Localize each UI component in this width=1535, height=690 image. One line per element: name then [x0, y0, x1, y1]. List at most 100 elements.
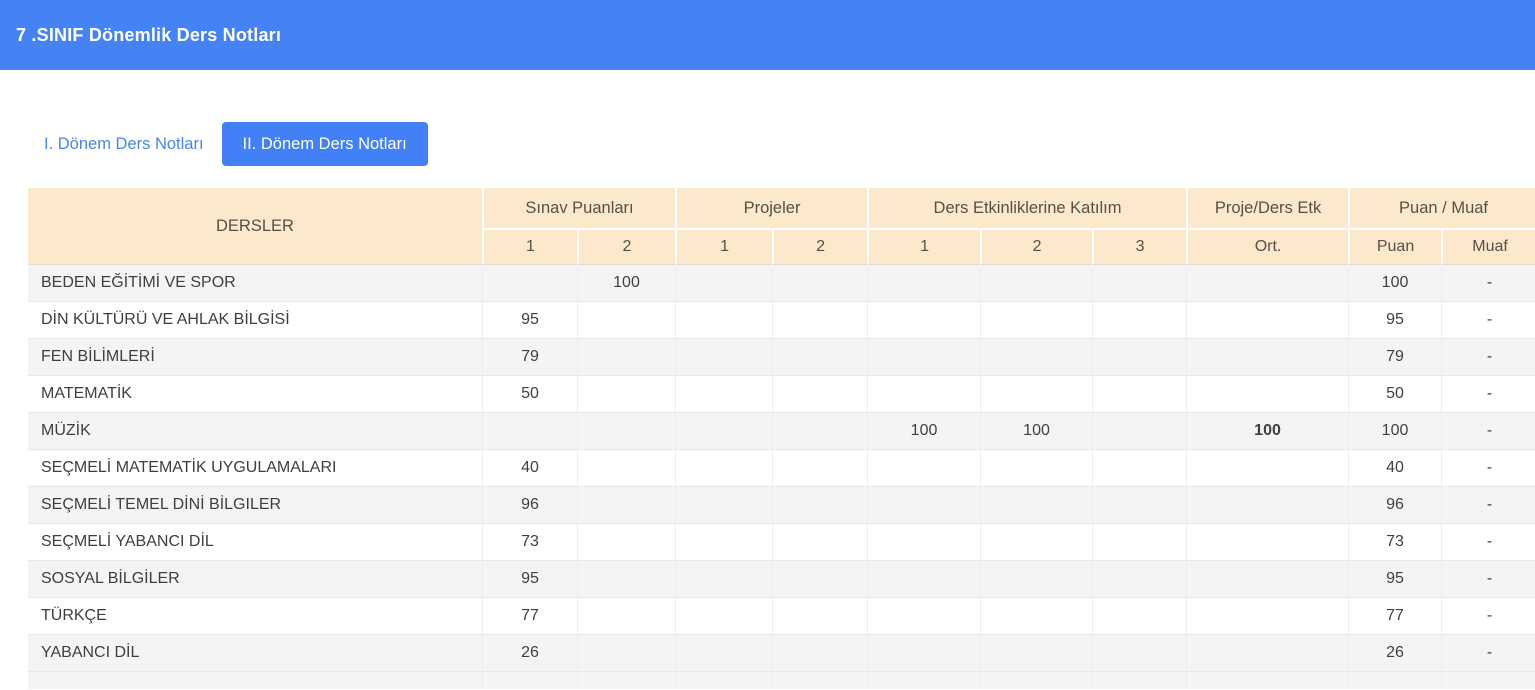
subcolumn-muaf: Muaf [1441, 228, 1535, 265]
grade-cell [867, 487, 981, 524]
grade-cell [980, 524, 1093, 561]
grade-cell [675, 598, 773, 635]
grade-cell [772, 598, 868, 635]
grade-cell: - [1441, 413, 1535, 450]
grade-cell [772, 487, 868, 524]
grade-cell: - [1441, 450, 1535, 487]
table-row: YABANCI DİL 26 26- [28, 635, 1535, 672]
grade-cell [675, 672, 773, 689]
column-group-puan-muaf: Puan / Muaf [1348, 188, 1535, 228]
grade-cell: - [1441, 561, 1535, 598]
grade-cell [867, 450, 981, 487]
grade-cell [675, 487, 773, 524]
table-header: DERSLER Sınav Puanları Projeler Ders Etk… [28, 188, 1535, 265]
grade-cell: 26 [1348, 635, 1442, 672]
grade-cell [1092, 302, 1187, 339]
grade-cell [675, 413, 773, 450]
grade-cell [675, 265, 773, 302]
grade-cell: 95 [482, 561, 577, 598]
grade-cell [577, 302, 676, 339]
grade-cell [772, 339, 868, 376]
grade-cell [867, 265, 981, 302]
grade-cell [772, 413, 868, 450]
grade-cell: 100 [577, 265, 676, 302]
tab-bar: I. Dönem Ders Notları II. Dönem Ders Not… [28, 122, 1535, 166]
table-row [28, 672, 1535, 689]
grade-cell [675, 302, 773, 339]
grade-cell [1186, 524, 1349, 561]
grade-cell [980, 672, 1093, 689]
grade-cell: - [1441, 265, 1535, 302]
grade-cell [772, 376, 868, 413]
table-row: MÜZİK 100 100 100 100- [28, 413, 1535, 450]
course-name-cell: YABANCI DİL [28, 635, 482, 672]
grade-cell: 100 [980, 413, 1093, 450]
grade-cell: 40 [482, 450, 577, 487]
grade-cell [1186, 635, 1349, 672]
grade-cell [675, 524, 773, 561]
grade-cell [980, 635, 1093, 672]
grade-cell [577, 339, 676, 376]
page-title: 7 .SINIF Dönemlik Ders Notları [16, 24, 282, 45]
grade-cell: - [1441, 635, 1535, 672]
grade-cell [772, 450, 868, 487]
course-name-cell: SOSYAL BİLGİLER [28, 561, 482, 598]
grade-cell [867, 339, 981, 376]
table-row: SEÇMELİ MATEMATİK UYGULAMALARI 40 40- [28, 450, 1535, 487]
course-name-cell: SEÇMELİ MATEMATİK UYGULAMALARI [28, 450, 482, 487]
tab-donem-2[interactable]: II. Dönem Ders Notları [221, 122, 428, 166]
table-body: BEDEN EĞİTİMİ VE SPOR 100 100- DİN KÜLTÜRÜ … [28, 265, 1535, 689]
grade-cell [1092, 635, 1187, 672]
subcolumn-proje-2: 2 [772, 228, 868, 265]
grade-cell [772, 265, 868, 302]
grade-cell: 50 [1348, 376, 1442, 413]
grade-cell: - [1441, 339, 1535, 376]
grade-cell [980, 598, 1093, 635]
table-row: FEN BİLİMLERİ 79 79- [28, 339, 1535, 376]
grade-cell [1186, 487, 1349, 524]
grade-cell [482, 265, 577, 302]
column-group-sinav-puanlari: Sınav Puanları [482, 188, 676, 228]
grade-cell [980, 450, 1093, 487]
grade-cell: - [1441, 487, 1535, 524]
grade-cell: - [1441, 598, 1535, 635]
grades-table-container: DERSLER Sınav Puanları Projeler Ders Etk… [28, 188, 1535, 689]
subcolumn-katilim-2: 2 [980, 228, 1093, 265]
grade-cell [1092, 598, 1187, 635]
grade-cell [867, 598, 981, 635]
grade-cell [675, 339, 773, 376]
grade-cell [980, 265, 1093, 302]
grade-cell [577, 376, 676, 413]
grades-table: DERSLER Sınav Puanları Projeler Ders Etk… [28, 188, 1535, 689]
grade-cell: 79 [482, 339, 577, 376]
grade-cell [1092, 376, 1187, 413]
grade-cell [1186, 598, 1349, 635]
grade-cell [1186, 265, 1349, 302]
grade-cell [577, 635, 676, 672]
grade-cell [577, 413, 676, 450]
course-name-cell: MATEMATİK [28, 376, 482, 413]
grade-cell [980, 339, 1093, 376]
subcolumn-katilim-1: 1 [867, 228, 981, 265]
course-name-cell: BEDEN EĞİTİMİ VE SPOR [28, 265, 482, 302]
course-name-cell: TÜRKÇE [28, 598, 482, 635]
grade-cell [675, 635, 773, 672]
grade-cell [577, 450, 676, 487]
table-row: SEÇMELİ YABANCI DİL 73 73- [28, 524, 1535, 561]
grade-cell [1092, 413, 1187, 450]
grade-cell: 50 [482, 376, 577, 413]
grade-cell: 100 [1348, 413, 1442, 450]
grade-cell: 100 [1348, 265, 1442, 302]
grade-cell [867, 376, 981, 413]
grade-cell [675, 376, 773, 413]
column-header-dersler: DERSLER [28, 188, 482, 265]
grade-cell [772, 635, 868, 672]
grade-cell: 96 [482, 487, 577, 524]
grade-cell [577, 524, 676, 561]
grade-cell [482, 413, 577, 450]
grade-cell [867, 561, 981, 598]
grade-cell [772, 524, 868, 561]
column-group-proje-ders-etk: Proje/Ders Etk [1186, 188, 1349, 228]
table-row: SEÇMELİ TEMEL DİNİ BİLGILER 96 96- [28, 487, 1535, 524]
tab-donem-1[interactable]: I. Dönem Ders Notları [44, 135, 204, 153]
